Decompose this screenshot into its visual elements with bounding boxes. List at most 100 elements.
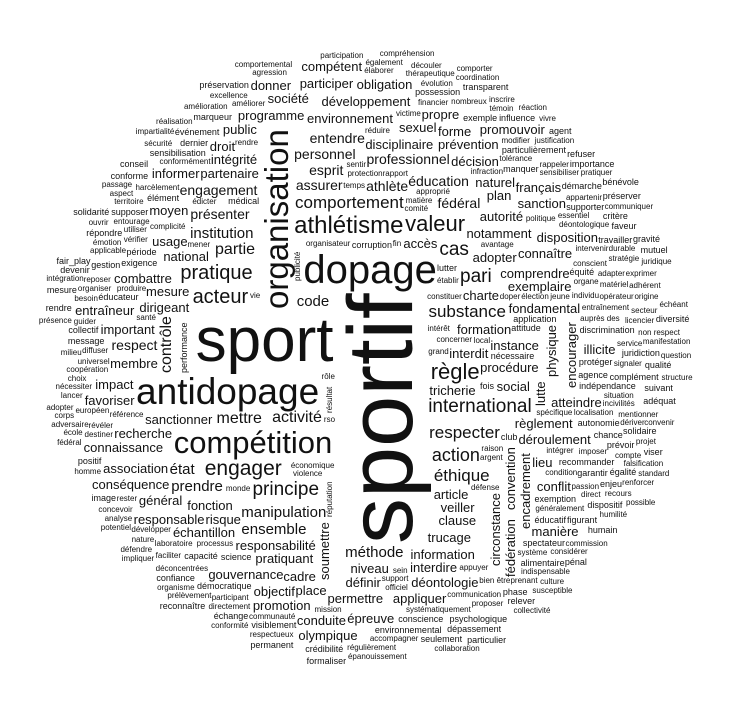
word: veiller bbox=[440, 500, 475, 515]
word: définir bbox=[345, 574, 381, 590]
word: assurer bbox=[295, 177, 343, 194]
word: imposer bbox=[578, 446, 608, 456]
word: favoriser bbox=[84, 392, 135, 408]
word: prenant bbox=[510, 576, 538, 586]
word: association bbox=[103, 460, 169, 476]
word: pari bbox=[460, 265, 492, 287]
word: milieu bbox=[60, 348, 82, 358]
word: manquer bbox=[503, 163, 539, 174]
word: image bbox=[91, 492, 117, 503]
word: qualité bbox=[644, 359, 672, 370]
word: déontologique bbox=[558, 220, 610, 230]
word: objectif bbox=[253, 583, 295, 599]
word: figurant bbox=[567, 514, 598, 525]
word: matière bbox=[405, 195, 433, 205]
word: réputation bbox=[325, 481, 335, 518]
word: prévoir bbox=[606, 440, 635, 451]
word: connaître bbox=[517, 245, 573, 261]
word: applicable bbox=[90, 246, 127, 256]
word: critère bbox=[602, 211, 628, 222]
word: rappeler bbox=[539, 159, 569, 169]
word: passion bbox=[571, 481, 600, 491]
word: information bbox=[410, 546, 475, 562]
word: appartenir bbox=[565, 192, 602, 202]
word: justification bbox=[534, 135, 575, 145]
word: rôle bbox=[321, 372, 335, 382]
word: comportement bbox=[295, 192, 404, 212]
word: fédéral bbox=[437, 195, 481, 211]
word: manière bbox=[531, 524, 579, 540]
word: manifestation bbox=[642, 336, 691, 346]
word: discrimination bbox=[579, 325, 635, 336]
word: guider bbox=[73, 316, 97, 326]
word: régulièrement bbox=[347, 642, 397, 652]
word: systématiquement bbox=[405, 605, 471, 615]
word: impact bbox=[95, 376, 134, 392]
word: règle bbox=[430, 358, 480, 384]
word: organisme bbox=[157, 582, 195, 592]
word: droit bbox=[209, 138, 236, 154]
word: fondamental bbox=[508, 300, 581, 316]
word: société bbox=[267, 91, 309, 107]
word: activité bbox=[272, 409, 322, 427]
word: olympique bbox=[298, 628, 358, 644]
word: conformément bbox=[159, 156, 211, 166]
word: état bbox=[169, 460, 195, 478]
word: diversité bbox=[655, 313, 690, 324]
word: humilité bbox=[599, 509, 628, 519]
word: proposer bbox=[471, 598, 504, 608]
word: capacité bbox=[184, 550, 218, 561]
word: organe bbox=[573, 276, 599, 286]
word: exemplaire bbox=[507, 279, 572, 295]
word: crédibilité bbox=[305, 643, 344, 654]
word: mission bbox=[314, 604, 342, 614]
word: esprit bbox=[309, 162, 344, 179]
word: amélioration bbox=[183, 102, 228, 112]
word: faveur bbox=[611, 220, 637, 231]
word: social bbox=[496, 378, 530, 394]
word: professionnel bbox=[366, 151, 450, 167]
word: organiser bbox=[77, 284, 112, 294]
word: aspect bbox=[109, 189, 134, 199]
word: particulièrement bbox=[501, 144, 566, 155]
word: sanction bbox=[517, 195, 567, 211]
word: individu bbox=[571, 291, 600, 301]
word: susceptible bbox=[532, 585, 573, 595]
word: tolérance bbox=[499, 153, 533, 163]
word: épreuve bbox=[347, 610, 395, 626]
word: lutte bbox=[532, 381, 548, 406]
word: solidaire bbox=[622, 426, 657, 437]
word: cadre bbox=[283, 569, 316, 585]
word: projet bbox=[635, 437, 656, 447]
word: adapter bbox=[597, 268, 625, 278]
word: découler bbox=[411, 60, 442, 70]
word: compte bbox=[614, 450, 642, 460]
word: principe bbox=[252, 479, 320, 501]
word: ensemble bbox=[241, 520, 307, 538]
word: démocratique bbox=[197, 581, 252, 592]
word: situation bbox=[603, 390, 634, 400]
word: possession bbox=[415, 87, 461, 98]
word: bénévole bbox=[602, 177, 639, 188]
word: travailler bbox=[598, 234, 633, 245]
word: conforme bbox=[110, 170, 149, 181]
word: dirigeant bbox=[139, 299, 190, 315]
word: thérapeutique bbox=[405, 69, 455, 79]
word: programme bbox=[237, 108, 305, 124]
word: plan bbox=[486, 188, 512, 204]
word: protéger bbox=[578, 357, 613, 368]
word: généralement bbox=[535, 504, 585, 514]
word: national bbox=[163, 249, 209, 265]
word: manipulation bbox=[241, 503, 327, 521]
word: fair_play bbox=[56, 255, 91, 266]
word: échange bbox=[213, 610, 249, 621]
word: comité bbox=[404, 204, 429, 214]
word: solidarité bbox=[73, 207, 110, 218]
word: réalisation bbox=[156, 116, 193, 126]
word: viser bbox=[643, 446, 663, 457]
word: politique bbox=[525, 213, 556, 223]
word: exprimer bbox=[625, 269, 657, 279]
word: athlétisme bbox=[294, 211, 404, 239]
word: dépassement bbox=[447, 624, 502, 635]
word: intégrité bbox=[210, 152, 258, 168]
